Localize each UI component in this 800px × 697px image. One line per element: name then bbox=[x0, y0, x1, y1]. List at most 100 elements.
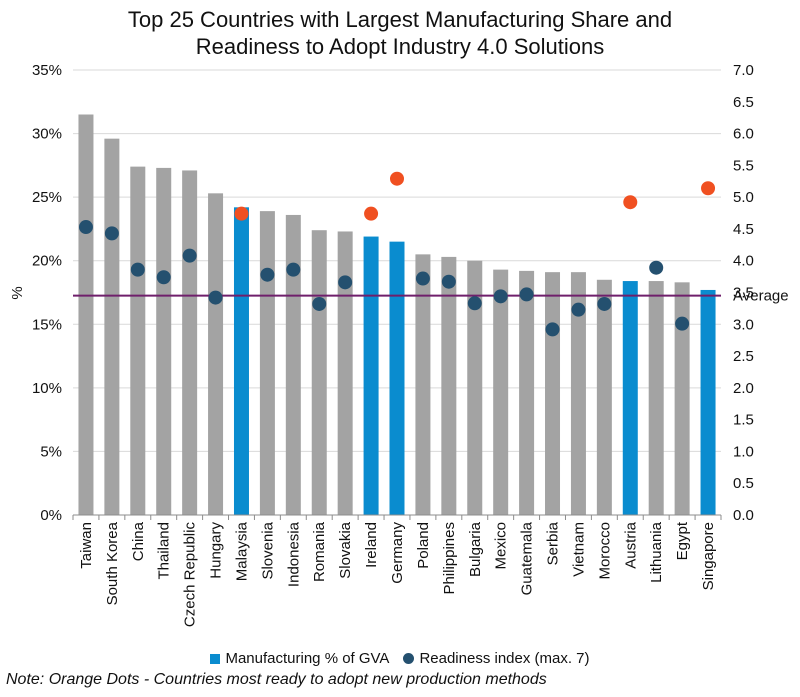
x-tick-label: Vietnam bbox=[570, 522, 587, 577]
readiness-dot bbox=[130, 262, 145, 277]
chart-note: Note: Orange Dots - Countries most ready… bbox=[6, 671, 547, 688]
bar bbox=[78, 114, 94, 515]
y-tick-label: 30% bbox=[32, 126, 62, 143]
y2-tick-label: 1.5 bbox=[733, 412, 754, 429]
bar bbox=[519, 270, 535, 515]
y2-tick-label: 1.0 bbox=[733, 443, 754, 460]
bar bbox=[285, 214, 301, 515]
x-tick-label: Poland bbox=[415, 522, 432, 569]
x-tick-label: Germany bbox=[389, 522, 406, 584]
readiness-dot bbox=[675, 316, 690, 331]
bar bbox=[545, 272, 561, 515]
bar bbox=[415, 254, 431, 515]
readiness-dot bbox=[156, 270, 171, 285]
y2-tick-label: 5.0 bbox=[733, 189, 754, 206]
readiness-dot bbox=[208, 290, 223, 305]
chart-title-line1: Top 25 Countries with Largest Manufactur… bbox=[127, 7, 673, 32]
x-tick-label: Slovenia bbox=[259, 521, 276, 579]
bar bbox=[570, 272, 586, 515]
bar bbox=[700, 289, 716, 515]
y2-tick-label: 5.5 bbox=[733, 157, 754, 174]
readiness-dot bbox=[312, 296, 327, 311]
x-tick-label: Philippines bbox=[441, 522, 458, 595]
bar bbox=[648, 281, 664, 515]
bar bbox=[233, 207, 249, 516]
y2-tick-label: 6.5 bbox=[733, 94, 754, 111]
bar bbox=[259, 211, 275, 515]
x-tick-label: Lithuania bbox=[648, 521, 665, 583]
readiness-dot bbox=[519, 287, 534, 302]
x-tick-label: South Korea bbox=[104, 521, 121, 605]
x-tick-label: Serbia bbox=[545, 521, 562, 565]
bar bbox=[337, 231, 353, 515]
legend-dot-swatch bbox=[403, 653, 415, 664]
readiness-dot bbox=[441, 274, 456, 289]
y2-tick-label: 0.5 bbox=[733, 475, 754, 492]
x-tick-label: Egypt bbox=[674, 521, 691, 560]
y-tick-label: 0% bbox=[40, 507, 62, 524]
bar bbox=[441, 256, 457, 515]
x-tick-label: Singapore bbox=[700, 522, 717, 590]
readiness-dot bbox=[260, 267, 275, 282]
bar bbox=[467, 260, 483, 515]
readiness-dot bbox=[493, 289, 508, 304]
y2-tick-label: 3.0 bbox=[733, 316, 754, 333]
legend-bar-label: Manufacturing % of GVA bbox=[225, 650, 390, 667]
y2-tick-label: 7.0 bbox=[733, 62, 754, 79]
y2-tick-label: 4.5 bbox=[733, 221, 754, 238]
readiness-dot bbox=[286, 262, 301, 277]
bar bbox=[389, 241, 405, 515]
y-tick-label: 10% bbox=[32, 380, 62, 397]
bar bbox=[493, 269, 509, 515]
readiness-dot bbox=[545, 322, 560, 337]
chart-legend: Manufacturing % of GVA Readiness index (… bbox=[0, 650, 800, 667]
x-tick-label: China bbox=[130, 521, 147, 561]
bar bbox=[104, 138, 120, 515]
y-tick-label: 35% bbox=[32, 62, 62, 79]
y2-tick-label: 4.0 bbox=[733, 253, 754, 270]
x-tick-label: Romania bbox=[311, 521, 328, 582]
legend-dot-label: Readiness index (max. 7) bbox=[419, 650, 590, 667]
y-tick-label: 15% bbox=[32, 316, 62, 333]
x-tick-label: Indonesia bbox=[285, 521, 302, 587]
readiness-dot bbox=[78, 220, 93, 235]
bar bbox=[182, 170, 198, 515]
y-axis-label: % bbox=[9, 286, 26, 299]
average-label: Average bbox=[733, 288, 789, 305]
readiness-dot bbox=[597, 296, 612, 311]
y-tick-label: 20% bbox=[32, 253, 62, 270]
y-tick-label: 25% bbox=[32, 189, 62, 206]
x-tick-label: Thailand bbox=[156, 522, 173, 580]
bar bbox=[674, 282, 690, 515]
readiness-dot bbox=[623, 195, 638, 210]
x-tick-label: Guatemala bbox=[519, 521, 536, 595]
x-tick-label: Bulgaria bbox=[467, 521, 484, 577]
bar bbox=[130, 166, 146, 515]
x-tick-label: Morocco bbox=[596, 522, 613, 580]
readiness-dot bbox=[701, 181, 716, 196]
x-tick-label: Ireland bbox=[363, 522, 380, 568]
readiness-dot bbox=[467, 296, 482, 311]
readiness-dot bbox=[338, 275, 353, 290]
bar bbox=[363, 236, 379, 516]
y-tick-label: 5% bbox=[40, 443, 62, 460]
x-tick-label: Malaysia bbox=[233, 521, 250, 581]
readiness-dot bbox=[649, 260, 664, 275]
y2-tick-label: 6.0 bbox=[733, 126, 754, 143]
readiness-dot bbox=[364, 206, 379, 221]
readiness-dot bbox=[571, 302, 586, 317]
y2-tick-label: 0.0 bbox=[733, 507, 754, 524]
readiness-dot bbox=[182, 248, 197, 263]
readiness-dot bbox=[415, 271, 430, 286]
bar bbox=[311, 230, 327, 515]
readiness-dot bbox=[234, 206, 249, 221]
x-tick-label: Austria bbox=[622, 521, 639, 568]
x-tick-label: Taiwan bbox=[78, 522, 95, 569]
y2-tick-label: 2.5 bbox=[733, 348, 754, 365]
readiness-dot bbox=[104, 226, 119, 241]
bar bbox=[156, 167, 172, 515]
chart-title-line2: Readiness to Adopt Industry 4.0 Solution… bbox=[195, 34, 605, 59]
x-tick-label: Czech Republic bbox=[182, 522, 199, 628]
bar bbox=[622, 281, 638, 515]
